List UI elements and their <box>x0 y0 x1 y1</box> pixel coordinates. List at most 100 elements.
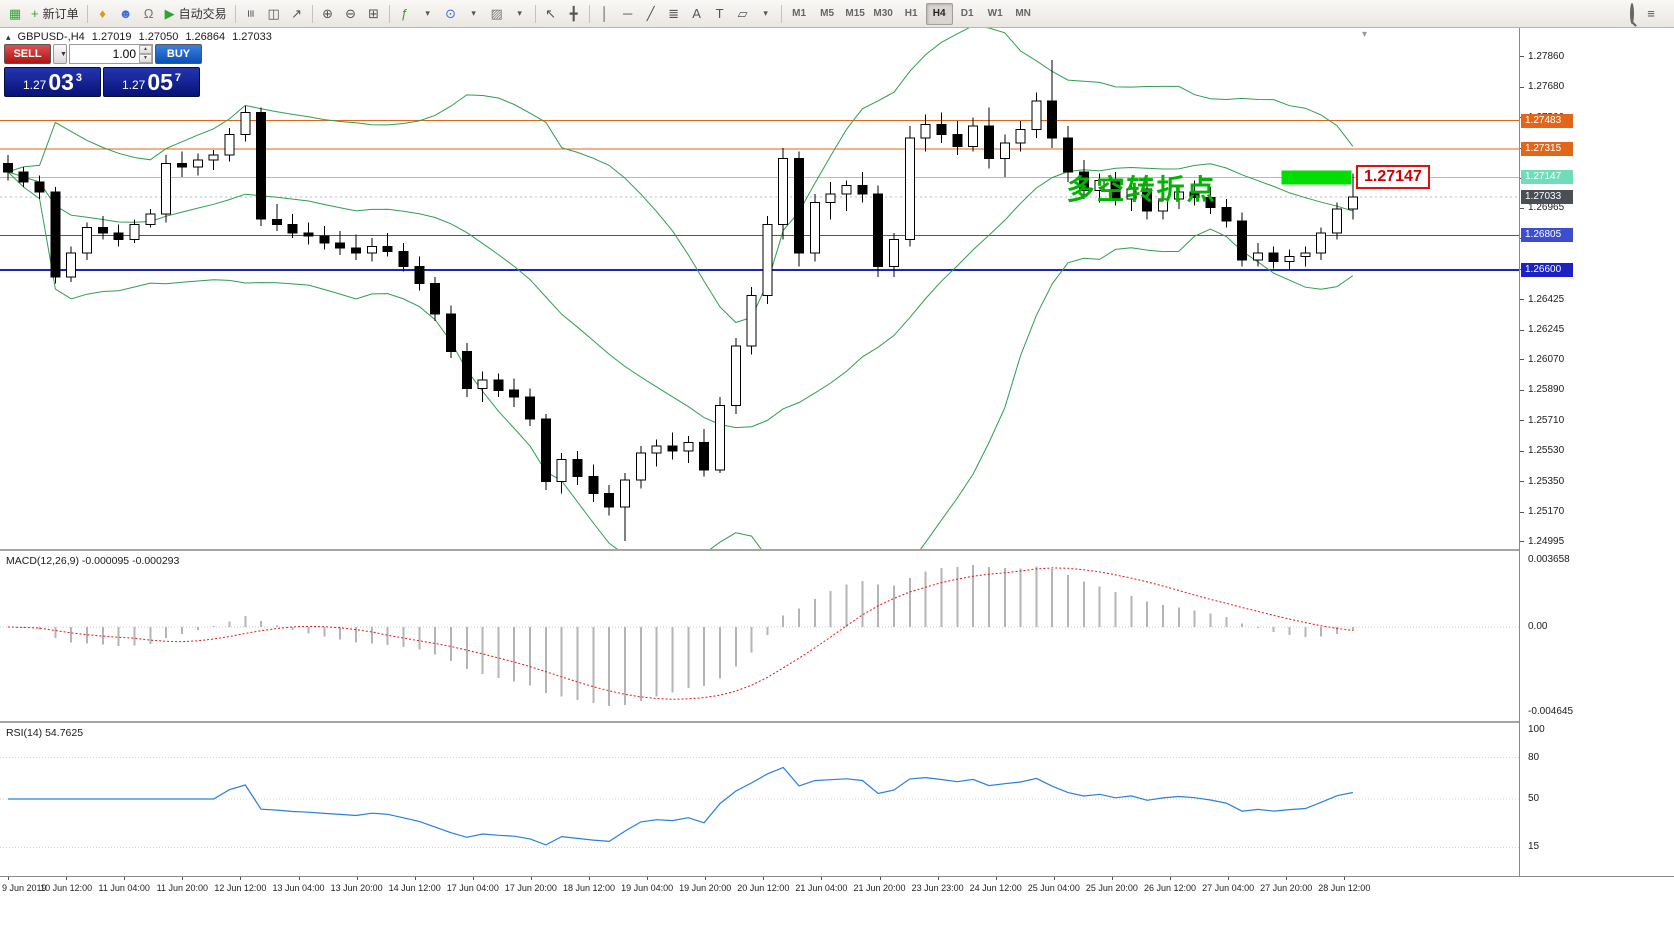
price-tick-label: 1.26425 <box>1528 293 1565 305</box>
buy-button[interactable]: BUY <box>155 44 202 64</box>
time-tick-mark <box>66 877 68 880</box>
macd-tick-label: -0.004645 <box>1528 706 1574 717</box>
time-axis[interactable]: 9 Jun 2019 10 Jun 12:00 11 Jun 04:00 11 Jun… <box>0 876 1674 899</box>
macd-panel[interactable] <box>0 551 1519 721</box>
indicators-dropdown[interactable]: ▾ <box>417 3 439 25</box>
time-tick-label: 27 Jun 04:00 <box>1202 883 1255 893</box>
price-tick-label: 1.27680 <box>1528 81 1565 93</box>
crosshair-tool-button[interactable]: ╋ <box>563 3 585 25</box>
sell-button[interactable]: SELL <box>4 44 51 64</box>
time-tick-label: 21 Jun 04:00 <box>795 883 848 893</box>
time-tick-label: 28 Jun 12:00 <box>1318 883 1371 893</box>
sell-price-display[interactable]: 1.27 03 3 <box>4 67 101 97</box>
zoom-in-button[interactable]: ⊕ <box>317 3 339 25</box>
annotation-text[interactable]: 多空转折点 <box>1066 173 1217 205</box>
order-type-dropdown[interactable]: ▼ <box>53 44 67 64</box>
support-button[interactable]: Ω <box>138 3 160 25</box>
time-tick-label: 24 Jun 12:00 <box>969 883 1022 893</box>
auto-trading-button[interactable]: ▶ 自动交易 <box>161 3 231 25</box>
timeframe-mn[interactable]: MN <box>1010 3 1037 25</box>
axis-tick-mark <box>1520 299 1524 301</box>
buy-price-pip: 7 <box>174 72 182 84</box>
bar-chart-button[interactable]: ≡ <box>240 3 262 25</box>
price-tick-label: 1.25530 <box>1528 445 1565 457</box>
fibonacci-tool-button[interactable]: ≣ <box>663 3 685 25</box>
time-tick-mark <box>995 877 997 880</box>
search-icon[interactable] <box>1630 2 1634 24</box>
price-chart-area[interactable] <box>0 28 1519 549</box>
templates-dropdown[interactable]: ▾ <box>509 3 531 25</box>
profile-button[interactable]: ☻ <box>115 3 137 25</box>
volume-down-button[interactable]: ▼ <box>139 54 152 63</box>
time-tick-mark <box>356 877 358 880</box>
menu-icon: ≡ <box>1647 6 1655 21</box>
text-tool-button[interactable]: A <box>686 3 708 25</box>
chart-shift-marker[interactable]: ▾ <box>1362 29 1368 40</box>
timeframe-m15[interactable]: M15 <box>842 3 869 25</box>
time-tick-mark <box>589 877 590 880</box>
time-tick-mark <box>1344 877 1346 880</box>
line-chart-button[interactable]: ↗ <box>286 3 308 25</box>
vertical-line-tool-button[interactable]: │ <box>594 3 616 25</box>
rsi-panel[interactable] <box>0 723 1519 876</box>
horizontal-line-tool-button[interactable]: ─ <box>617 3 639 25</box>
zoom-in-icon: ⊕ <box>322 6 334 21</box>
volume-up-button[interactable]: ▲ <box>139 45 152 54</box>
axis-tick-mark <box>1520 389 1524 391</box>
time-tick-mark <box>530 877 532 880</box>
timeframe-h1[interactable]: H1 <box>898 3 925 25</box>
time-tick-label: 13 Jun 20:00 <box>330 883 383 893</box>
macd-tick-label: 0.00 <box>1528 620 1548 632</box>
periods-dropdown[interactable]: ▾ <box>463 3 485 25</box>
templates-button[interactable]: ▨ <box>486 3 508 25</box>
price-callout[interactable]: 1.27147 <box>1356 165 1430 190</box>
timeframe-d1[interactable]: D1 <box>954 3 981 25</box>
price-tick-label: 1.25710 <box>1528 414 1565 426</box>
axis-tick-mark <box>1520 359 1524 361</box>
new-order-button[interactable]: + 新订单 <box>27 3 83 25</box>
toolbar: ▦ + 新订单 ♦ ☻ Ω ▶ 自动交易 ≡ ◫ ↗ ⊕ ⊖ ⊞ ƒ ▾ ⊙ ▾ ▨… <box>0 0 1674 28</box>
menu-button[interactable]: ≡ <box>1640 3 1662 25</box>
time-tick-mark <box>1228 877 1230 880</box>
highlight-rectangle[interactable] <box>1281 170 1352 185</box>
indicators-button[interactable]: ƒ <box>394 3 416 25</box>
buy-price-display[interactable]: 1.27 05 7 <box>103 67 200 97</box>
timeframe-m30[interactable]: M30 <box>870 3 897 25</box>
timeframe-m1[interactable]: M1 <box>786 3 813 25</box>
cursor-tool-button[interactable]: ↖ <box>540 3 562 25</box>
timeframe-w1[interactable]: W1 <box>982 3 1009 25</box>
collapse-panel-icon[interactable]: ▴ <box>6 31 11 42</box>
periods-button[interactable]: ⊙ <box>440 3 462 25</box>
time-tick-label: 17 Jun 20:00 <box>504 883 557 893</box>
price-tick-label: 1.25170 <box>1528 506 1565 518</box>
time-tick-label: 26 Jun 12:00 <box>1143 883 1197 893</box>
candlestick-chart-button[interactable]: ◫ <box>263 3 285 25</box>
trendline-tool-button[interactable]: ╱ <box>640 3 662 25</box>
zoom-out-icon: ⊖ <box>345 6 357 21</box>
label-tool-button[interactable]: T <box>709 3 731 25</box>
toolbar-separator <box>311 4 313 23</box>
vertical-line-icon: │ <box>600 6 609 21</box>
time-tick-mark <box>1111 877 1113 880</box>
volume-input[interactable] <box>69 44 153 64</box>
shapes-icon: ▱ <box>737 6 748 21</box>
tile-windows-button[interactable]: ⊞ <box>363 3 385 25</box>
shapes-tool-button[interactable]: ▱ <box>732 3 754 25</box>
time-tick-label: 23 Jun 23:00 <box>911 883 964 893</box>
time-tick-label: 18 Jun 12:00 <box>562 883 616 893</box>
line-chart-icon: ↗ <box>291 6 303 21</box>
timeframe-group: M1 M5 M15 M30 H1 H4 D1 W1 MN <box>786 2 1037 25</box>
chart-window-button[interactable]: ▦ <box>4 3 26 25</box>
level-lines-layer[interactable] <box>0 120 1519 272</box>
zoom-out-button[interactable]: ⊖ <box>340 3 362 25</box>
favorites-button[interactable]: ♦ <box>92 3 114 25</box>
buy-price-big: 05 <box>147 68 173 95</box>
rsi-tick-label: 100 <box>1528 724 1545 735</box>
price-axis[interactable]: 1.278601.276801.275001.273201.271401.269… <box>1519 28 1674 898</box>
time-tick-mark <box>298 877 300 880</box>
timeframe-m5[interactable]: M5 <box>814 3 841 25</box>
timeframe-h4[interactable]: H4 <box>925 2 953 25</box>
shapes-dropdown[interactable]: ▾ <box>755 3 777 25</box>
horizontal-line-icon: ─ <box>623 6 633 21</box>
time-tick-label: 19 Jun 04:00 <box>621 883 674 893</box>
